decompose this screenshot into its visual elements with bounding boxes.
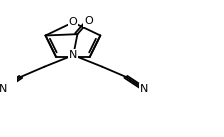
Text: O: O (69, 17, 77, 27)
Text: O: O (84, 16, 93, 26)
Text: N: N (0, 84, 7, 94)
Text: N: N (140, 84, 148, 94)
Text: N: N (69, 50, 78, 60)
